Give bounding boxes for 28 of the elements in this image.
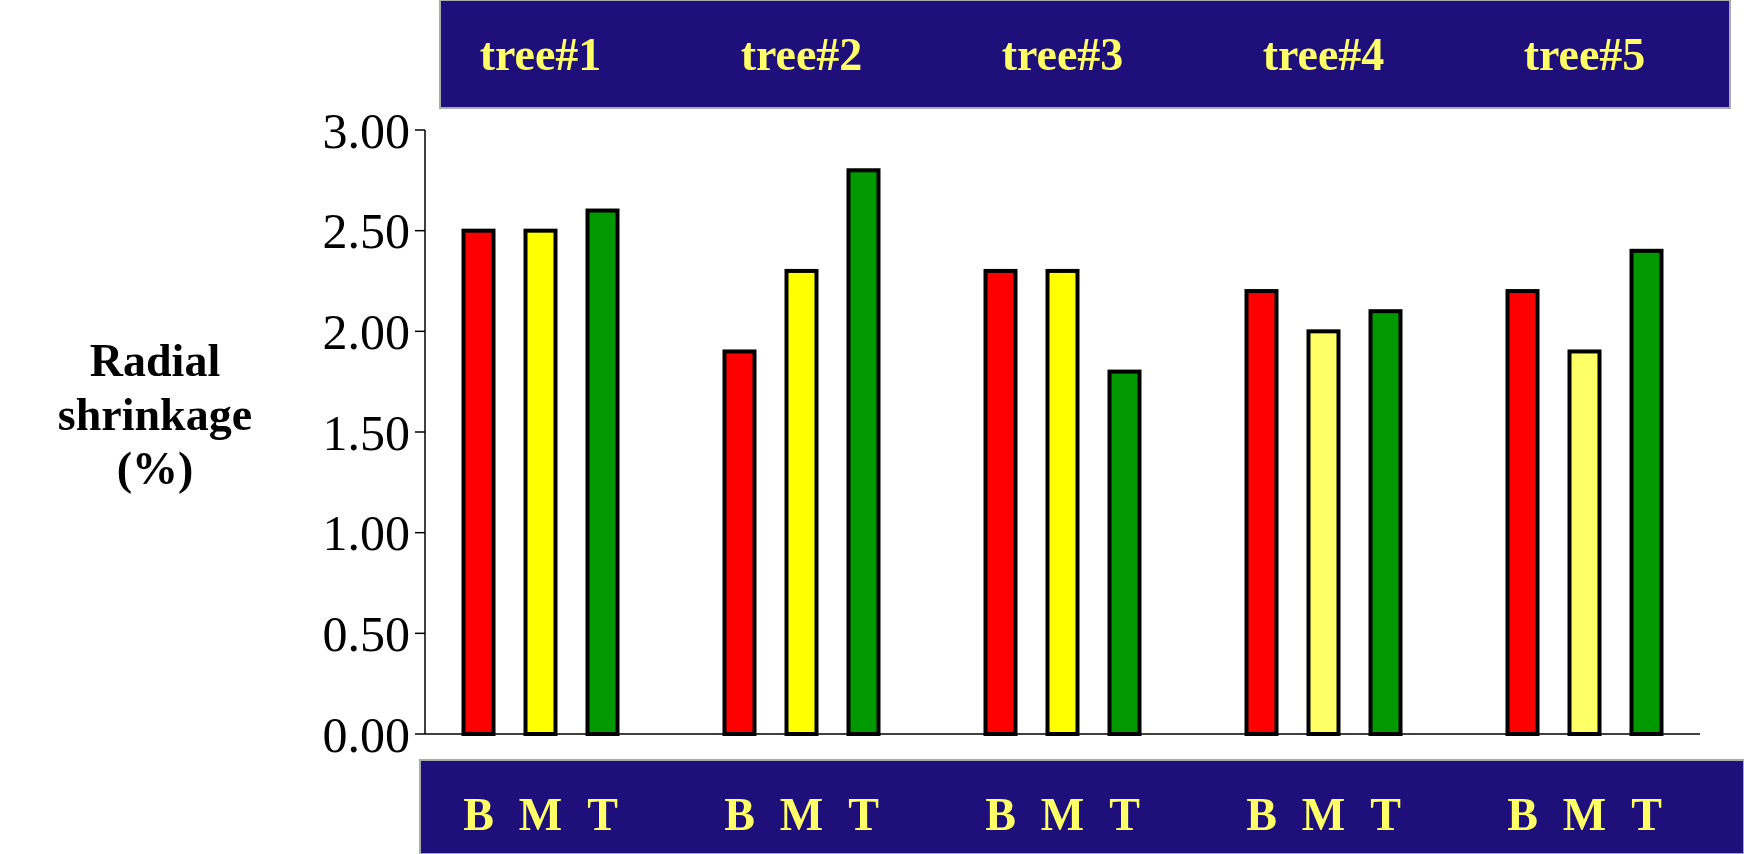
text: M (1301, 789, 1346, 840)
y-axis-title: Radial shrinkage (%) (57, 335, 253, 494)
y-tick-label: 0.00 (322, 706, 410, 763)
x-tick-label: tree#4 (1262, 29, 1385, 80)
y-tick-label: 2.00 (322, 303, 410, 360)
x-tick-label: tree#2 (740, 29, 863, 80)
text: M (779, 789, 824, 840)
y-tick-label: 2.50 (322, 203, 410, 260)
text: B (724, 789, 755, 840)
x-tick-label: tree#3 (1001, 29, 1124, 80)
text: M (1040, 789, 1085, 840)
x-tick-label: tree#5 (1523, 29, 1646, 80)
text: B (1507, 789, 1538, 840)
text: B (1246, 789, 1277, 840)
y-tick-label: 1.00 (322, 505, 410, 562)
series-label: B (463, 789, 494, 840)
series-label: T (587, 789, 618, 840)
y-tick-label: 3.00 (322, 102, 410, 159)
y-tick-label: 1.50 (322, 404, 410, 461)
x-tick-label: tree#1 (479, 29, 602, 80)
text: T (1631, 789, 1662, 840)
text: T (1109, 789, 1140, 840)
text: B (985, 789, 1016, 840)
y-tick-label: 0.50 (322, 605, 410, 662)
text: T (848, 789, 879, 840)
series-label: M (518, 789, 563, 840)
text: M (1562, 789, 1607, 840)
text: T (1370, 789, 1401, 840)
